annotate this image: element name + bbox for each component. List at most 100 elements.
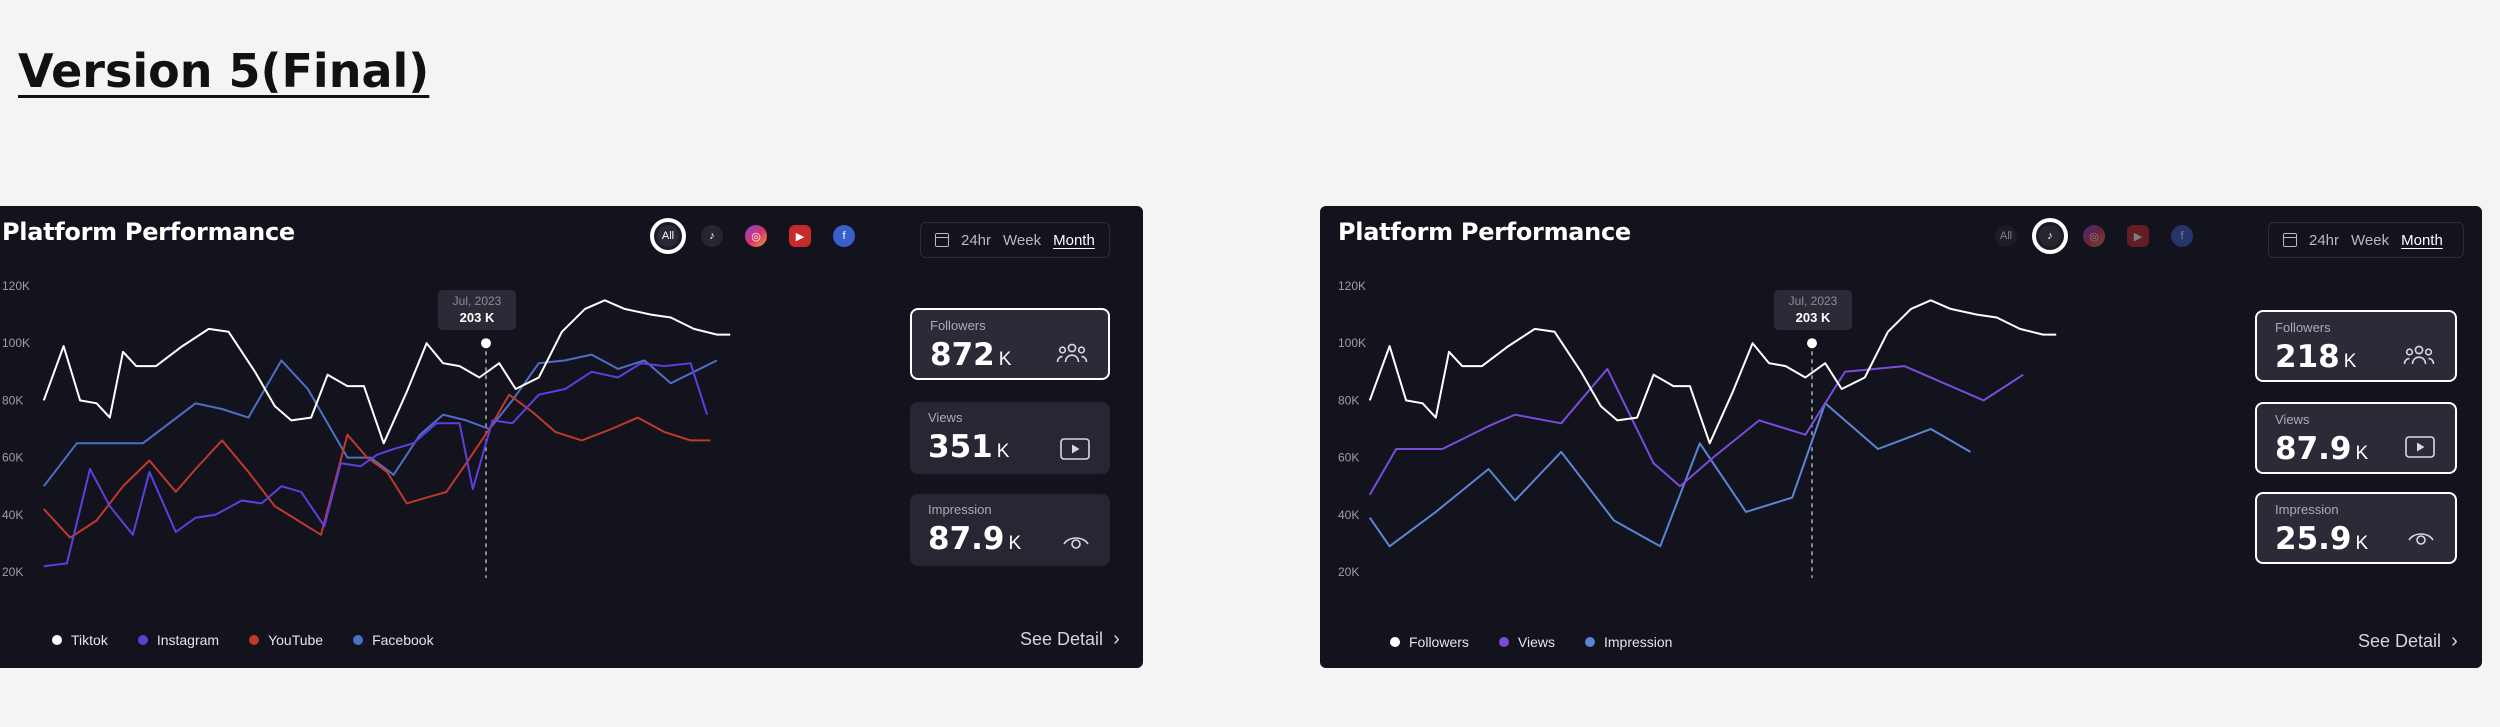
y-tick-label: 60K xyxy=(2,451,23,465)
legend-label: Facebook xyxy=(372,632,434,648)
stat-unit: K xyxy=(998,349,1012,370)
platform-facebook-button[interactable]: f xyxy=(826,218,862,254)
play-icon xyxy=(2405,436,2435,458)
range-24hr[interactable]: 24hr xyxy=(961,231,992,249)
range-month[interactable]: Month xyxy=(1053,231,1095,249)
tooltip-date: Jul, 2023 xyxy=(452,294,502,308)
series-line-tiktok xyxy=(42,299,731,445)
stat-value: 218 xyxy=(2275,339,2340,375)
y-tick-label: 100K xyxy=(2,336,30,350)
tiktok-icon: ♪ xyxy=(2039,225,2061,247)
stat-views[interactable]: Views 87.9 K xyxy=(2255,402,2457,474)
platform-instagram-button[interactable]: ◎ xyxy=(738,218,774,254)
series-line-facebook xyxy=(43,353,718,487)
y-tick-label: 120K xyxy=(1338,279,1366,293)
range-24hr[interactable]: 24hr xyxy=(2309,231,2340,249)
stat-unit: K xyxy=(2355,443,2369,464)
platform-youtube-button[interactable]: ▶ xyxy=(782,218,818,254)
platform-facebook-button[interactable]: f xyxy=(2164,218,2200,254)
platform-youtube-button[interactable]: ▶ xyxy=(2120,218,2156,254)
all-icon: All xyxy=(657,225,679,247)
platform-filter: All ♪ ◎ ▶ f xyxy=(650,218,862,254)
all-icon: All xyxy=(1995,225,2017,247)
play-icon xyxy=(1060,438,1090,460)
calendar-icon xyxy=(2283,233,2297,247)
chart-legend: Followers Views Impression xyxy=(1390,634,1672,650)
see-detail-link[interactable]: See Detail › xyxy=(2358,630,2458,653)
series-line-youtube xyxy=(43,393,711,539)
series-line-instagram xyxy=(43,362,709,568)
eye-icon xyxy=(1063,537,1089,549)
series-line-followers xyxy=(1368,299,2057,445)
platform-all-button[interactable]: All xyxy=(1988,218,2024,254)
stat-label: Views xyxy=(928,410,963,425)
stat-label: Impression xyxy=(928,502,992,517)
y-tick-label: 100K xyxy=(1338,336,1366,350)
tooltip-date: Jul, 2023 xyxy=(1788,294,1838,308)
stat-value: 87.9 xyxy=(928,521,1005,557)
stat-unit: K xyxy=(1008,533,1022,554)
range-week[interactable]: Week xyxy=(2351,231,2390,249)
chevron-right-icon: › xyxy=(2451,630,2458,652)
legend-label: Followers xyxy=(1409,634,1469,650)
time-range-selector: 24hr Week Month xyxy=(2268,222,2464,258)
stat-impression[interactable]: Impression 25.9 K xyxy=(2255,492,2457,564)
legend-item-views[interactable]: Views xyxy=(1498,634,1555,650)
performance-line-chart: 120K100K80K60K40K20KJanFebMarAprMayJunJu… xyxy=(2,279,731,579)
legend-item-impression[interactable]: Impression xyxy=(1585,634,1672,650)
stat-unit: K xyxy=(2355,533,2369,554)
card-title: Platform Performance xyxy=(2,218,295,246)
see-detail-label: See Detail xyxy=(1020,629,1104,649)
stat-views[interactable]: Views 351 K xyxy=(910,402,1110,474)
chart-tooltip: Jul, 2023 203 K xyxy=(1774,290,1852,330)
chevron-right-icon: › xyxy=(1113,628,1120,650)
platform-tiktok-button[interactable]: ♪ xyxy=(694,218,730,254)
legend-item-facebook[interactable]: Facebook xyxy=(353,632,434,648)
legend-dot xyxy=(1585,637,1595,647)
legend-item-tiktok[interactable]: Tiktok xyxy=(52,632,108,648)
y-tick-label: 60K xyxy=(1338,451,1359,465)
legend-label: Views xyxy=(1517,634,1555,650)
platform-all-button[interactable]: All xyxy=(650,218,686,254)
chart-tooltip: Jul, 2023 203 K xyxy=(438,290,516,330)
y-tick-label: 80K xyxy=(2,393,23,407)
people-icon xyxy=(1056,343,1088,363)
stat-unit: K xyxy=(996,441,1010,462)
legend-dot xyxy=(137,635,148,645)
legend-item-followers[interactable]: Followers xyxy=(1390,634,1469,650)
stat-followers[interactable]: Followers 218 K xyxy=(2255,310,2457,382)
performance-line-chart: 120K100K80K60K40K20KJanFebMarAprMayJunJu… xyxy=(1338,279,2057,579)
platform-tiktok-button[interactable]: ♪ xyxy=(2032,218,2068,254)
y-tick-label: 20K xyxy=(2,565,23,579)
platform-instagram-button[interactable]: ◎ xyxy=(2076,218,2112,254)
legend-label: YouTube xyxy=(268,632,324,648)
stat-value: 872 xyxy=(930,337,995,373)
legend-dot xyxy=(1390,637,1400,647)
tooltip-value: 203 K xyxy=(1795,310,1831,325)
y-tick-label: 120K xyxy=(2,279,30,293)
highlight-point xyxy=(1807,338,1817,349)
card-title: Platform Performance xyxy=(1338,218,1631,246)
facebook-icon: f xyxy=(833,225,855,247)
legend-label: Instagram xyxy=(156,632,220,648)
legend-dot xyxy=(1498,637,1509,647)
stat-impression[interactable]: Impression 87.9 K xyxy=(910,494,1110,566)
platform-filter: All ♪ ◎ ▶ f xyxy=(1988,218,2200,254)
facebook-icon: f xyxy=(2171,225,2193,247)
stat-value: 25.9 xyxy=(2275,521,2352,557)
stat-label: Followers xyxy=(930,318,986,333)
tiktok-icon: ♪ xyxy=(701,225,723,247)
legend-label: Tiktok xyxy=(71,632,108,648)
range-month[interactable]: Month xyxy=(2401,231,2443,249)
people-icon xyxy=(2403,345,2435,365)
see-detail-link[interactable]: See Detail › xyxy=(1020,628,1120,651)
legend-item-youtube[interactable]: YouTube xyxy=(249,632,323,648)
stat-value: 351 xyxy=(928,429,993,465)
range-week[interactable]: Week xyxy=(1003,231,1042,249)
stat-followers[interactable]: Followers 872 K xyxy=(910,308,1110,380)
stat-label: Views xyxy=(2275,412,2310,427)
legend-dot xyxy=(353,635,364,645)
instagram-icon: ◎ xyxy=(2083,225,2105,247)
legend-item-instagram[interactable]: Instagram xyxy=(137,632,220,648)
series-line-impression xyxy=(1368,402,1971,548)
